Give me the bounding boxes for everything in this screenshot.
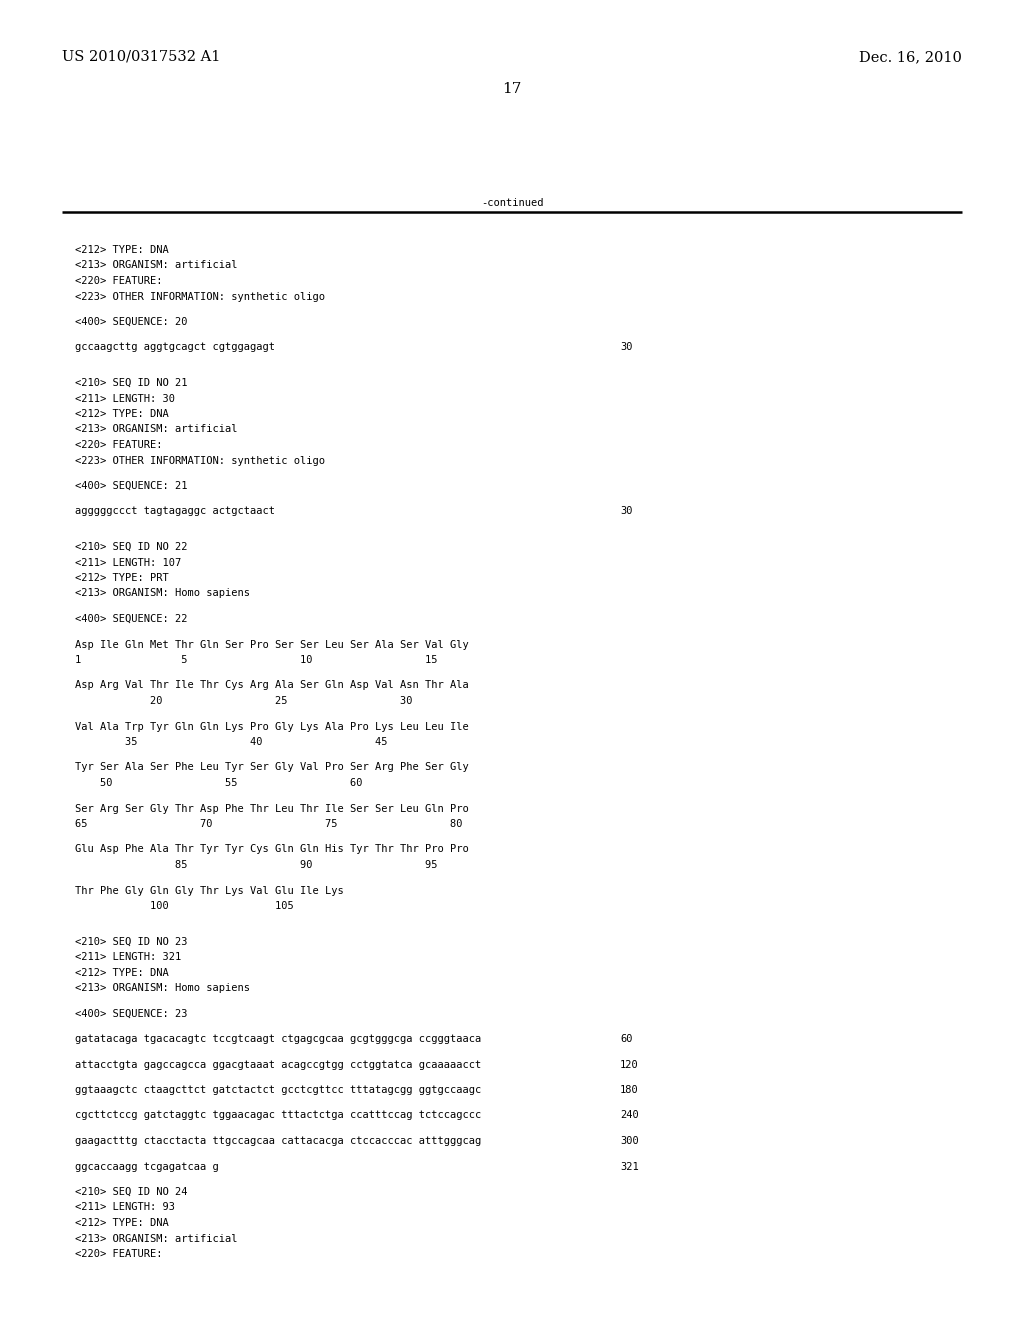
Text: 321: 321 <box>620 1162 639 1172</box>
Text: 35                  40                  45: 35 40 45 <box>75 737 387 747</box>
Text: <213> ORGANISM: artificial: <213> ORGANISM: artificial <box>75 425 238 434</box>
Text: <400> SEQUENCE: 23: <400> SEQUENCE: 23 <box>75 1008 187 1019</box>
Text: <210> SEQ ID NO 23: <210> SEQ ID NO 23 <box>75 936 187 946</box>
Text: <212> TYPE: DNA: <212> TYPE: DNA <box>75 968 169 978</box>
Text: <213> ORGANISM: Homo sapiens: <213> ORGANISM: Homo sapiens <box>75 589 250 598</box>
Text: <213> ORGANISM: Homo sapiens: <213> ORGANISM: Homo sapiens <box>75 983 250 993</box>
Text: 20                  25                  30: 20 25 30 <box>75 696 413 706</box>
Text: cgcttctccg gatctaggtc tggaacagac tttactctga ccatttccag tctccagccc: cgcttctccg gatctaggtc tggaacagac tttactc… <box>75 1110 481 1121</box>
Text: <220> FEATURE:: <220> FEATURE: <box>75 276 163 286</box>
Text: <400> SEQUENCE: 20: <400> SEQUENCE: 20 <box>75 317 187 327</box>
Text: gccaagcttg aggtgcagct cgtggagagt: gccaagcttg aggtgcagct cgtggagagt <box>75 342 275 352</box>
Text: Asp Ile Gln Met Thr Gln Ser Pro Ser Ser Leu Ser Ala Ser Val Gly: Asp Ile Gln Met Thr Gln Ser Pro Ser Ser … <box>75 639 469 649</box>
Text: 30: 30 <box>620 342 633 352</box>
Text: 240: 240 <box>620 1110 639 1121</box>
Text: gaagactttg ctacctacta ttgccagcaa cattacacga ctccacccac atttgggcag: gaagactttg ctacctacta ttgccagcaa cattaca… <box>75 1137 481 1146</box>
Text: Tyr Ser Ala Ser Phe Leu Tyr Ser Gly Val Pro Ser Arg Phe Ser Gly: Tyr Ser Ala Ser Phe Leu Tyr Ser Gly Val … <box>75 763 469 772</box>
Text: <213> ORGANISM: artificial: <213> ORGANISM: artificial <box>75 1233 238 1243</box>
Text: <213> ORGANISM: artificial: <213> ORGANISM: artificial <box>75 260 238 271</box>
Text: <212> TYPE: DNA: <212> TYPE: DNA <box>75 246 169 255</box>
Text: <212> TYPE: DNA: <212> TYPE: DNA <box>75 409 169 418</box>
Text: ggtaaagctc ctaagcttct gatctactct gcctcgttcc tttatagcgg ggtgccaagc: ggtaaagctc ctaagcttct gatctactct gcctcgt… <box>75 1085 481 1096</box>
Text: <223> OTHER INFORMATION: synthetic oligo: <223> OTHER INFORMATION: synthetic oligo <box>75 455 325 466</box>
Text: <400> SEQUENCE: 21: <400> SEQUENCE: 21 <box>75 480 187 491</box>
Text: US 2010/0317532 A1: US 2010/0317532 A1 <box>62 50 220 63</box>
Text: Glu Asp Phe Ala Thr Tyr Tyr Cys Gln Gln His Tyr Thr Thr Pro Pro: Glu Asp Phe Ala Thr Tyr Tyr Cys Gln Gln … <box>75 845 469 854</box>
Text: <220> FEATURE:: <220> FEATURE: <box>75 1249 163 1259</box>
Text: 180: 180 <box>620 1085 639 1096</box>
Text: 60: 60 <box>620 1034 633 1044</box>
Text: 100                 105: 100 105 <box>75 902 294 911</box>
Text: agggggccct tagtagaggc actgctaact: agggggccct tagtagaggc actgctaact <box>75 507 275 516</box>
Text: <210> SEQ ID NO 21: <210> SEQ ID NO 21 <box>75 378 187 388</box>
Text: 65                  70                  75                  80: 65 70 75 80 <box>75 818 463 829</box>
Text: <210> SEQ ID NO 22: <210> SEQ ID NO 22 <box>75 543 187 552</box>
Text: <223> OTHER INFORMATION: synthetic oligo: <223> OTHER INFORMATION: synthetic oligo <box>75 292 325 301</box>
Text: Thr Phe Gly Gln Gly Thr Lys Val Glu Ile Lys: Thr Phe Gly Gln Gly Thr Lys Val Glu Ile … <box>75 886 344 895</box>
Text: 17: 17 <box>503 82 521 96</box>
Text: ggcaccaagg tcgagatcaa g: ggcaccaagg tcgagatcaa g <box>75 1162 219 1172</box>
Text: <211> LENGTH: 30: <211> LENGTH: 30 <box>75 393 175 404</box>
Text: 120: 120 <box>620 1060 639 1069</box>
Text: 1                5                  10                  15: 1 5 10 15 <box>75 655 437 665</box>
Text: <210> SEQ ID NO 24: <210> SEQ ID NO 24 <box>75 1187 187 1197</box>
Text: gatatacaga tgacacagtc tccgtcaagt ctgagcgcaa gcgtgggcga ccgggtaaca: gatatacaga tgacacagtc tccgtcaagt ctgagcg… <box>75 1034 481 1044</box>
Text: <212> TYPE: PRT: <212> TYPE: PRT <box>75 573 169 583</box>
Text: Asp Arg Val Thr Ile Thr Cys Arg Ala Ser Gln Asp Val Asn Thr Ala: Asp Arg Val Thr Ile Thr Cys Arg Ala Ser … <box>75 681 469 690</box>
Text: Ser Arg Ser Gly Thr Asp Phe Thr Leu Thr Ile Ser Ser Leu Gln Pro: Ser Arg Ser Gly Thr Asp Phe Thr Leu Thr … <box>75 804 469 813</box>
Text: Val Ala Trp Tyr Gln Gln Lys Pro Gly Lys Ala Pro Lys Leu Leu Ile: Val Ala Trp Tyr Gln Gln Lys Pro Gly Lys … <box>75 722 469 731</box>
Text: 85                  90                  95: 85 90 95 <box>75 861 437 870</box>
Text: <400> SEQUENCE: 22: <400> SEQUENCE: 22 <box>75 614 187 624</box>
Text: 30: 30 <box>620 507 633 516</box>
Text: 300: 300 <box>620 1137 639 1146</box>
Text: <211> LENGTH: 321: <211> LENGTH: 321 <box>75 952 181 962</box>
Text: attacctgta gagccagcca ggacgtaaat acagccgtgg cctggtatca gcaaaaacct: attacctgta gagccagcca ggacgtaaat acagccg… <box>75 1060 481 1069</box>
Text: Dec. 16, 2010: Dec. 16, 2010 <box>859 50 962 63</box>
Text: <211> LENGTH: 93: <211> LENGTH: 93 <box>75 1203 175 1213</box>
Text: <211> LENGTH: 107: <211> LENGTH: 107 <box>75 557 181 568</box>
Text: -continued: -continued <box>480 198 544 209</box>
Text: 50                  55                  60: 50 55 60 <box>75 777 362 788</box>
Text: <212> TYPE: DNA: <212> TYPE: DNA <box>75 1218 169 1228</box>
Text: <220> FEATURE:: <220> FEATURE: <box>75 440 163 450</box>
